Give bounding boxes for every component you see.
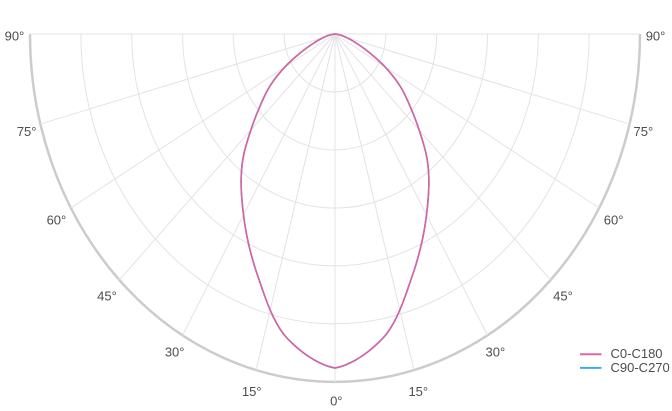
svg-text:90°: 90° (5, 29, 25, 44)
svg-text:30°: 30° (165, 344, 185, 359)
svg-text:30°: 30° (486, 344, 506, 359)
svg-text:75°: 75° (17, 124, 37, 139)
svg-text:45°: 45° (97, 288, 117, 303)
svg-text:60°: 60° (604, 213, 624, 228)
svg-text:60°: 60° (47, 213, 67, 228)
svg-text:45°: 45° (553, 288, 573, 303)
svg-text:15°: 15° (242, 384, 262, 399)
svg-text:75°: 75° (634, 124, 654, 139)
svg-text:15°: 15° (408, 384, 428, 399)
svg-text:C90-C270: C90-C270 (611, 360, 670, 375)
svg-text:90°: 90° (646, 29, 666, 44)
svg-text:0°: 0° (330, 393, 342, 408)
